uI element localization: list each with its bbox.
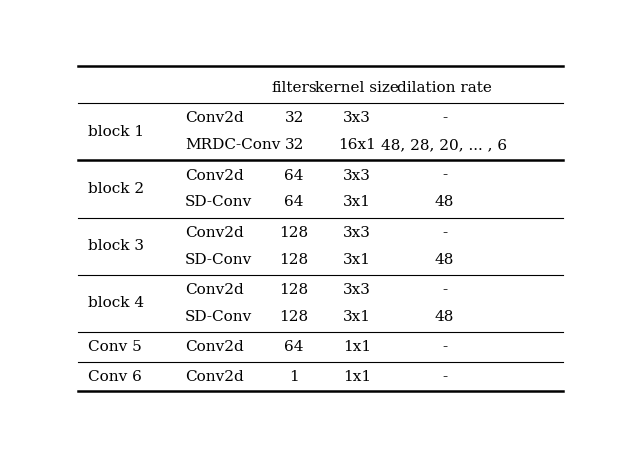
Text: -: - — [442, 169, 447, 183]
Text: block 3: block 3 — [88, 239, 144, 253]
Text: SD-Conv: SD-Conv — [185, 252, 252, 267]
Text: 3x3: 3x3 — [343, 226, 371, 240]
Text: 3x1: 3x1 — [343, 310, 371, 324]
Text: 48: 48 — [435, 252, 454, 267]
Text: -: - — [442, 340, 447, 354]
Text: 64: 64 — [284, 196, 304, 209]
Text: Conv 5: Conv 5 — [88, 340, 141, 354]
Text: -: - — [442, 111, 447, 125]
Text: 32: 32 — [284, 111, 304, 125]
Text: 1x1: 1x1 — [343, 370, 371, 384]
Text: -: - — [442, 226, 447, 240]
Text: 1: 1 — [289, 370, 299, 384]
Text: -: - — [442, 370, 447, 384]
Text: 3x1: 3x1 — [343, 252, 371, 267]
Text: 48: 48 — [435, 310, 454, 324]
Text: 3x3: 3x3 — [343, 111, 371, 125]
Text: 32: 32 — [284, 138, 304, 152]
Text: block 4: block 4 — [88, 296, 144, 310]
Text: dilation rate: dilation rate — [397, 82, 492, 95]
Text: 64: 64 — [284, 340, 304, 354]
Text: 48: 48 — [435, 196, 454, 209]
Text: Conv2d: Conv2d — [185, 340, 244, 354]
Text: 128: 128 — [280, 283, 309, 297]
Text: 3x3: 3x3 — [343, 283, 371, 297]
Text: 128: 128 — [280, 226, 309, 240]
Text: SD-Conv: SD-Conv — [185, 196, 252, 209]
Text: Conv2d: Conv2d — [185, 226, 244, 240]
Text: SD-Conv: SD-Conv — [185, 310, 252, 324]
Text: Conv2d: Conv2d — [185, 111, 244, 125]
Text: Conv2d: Conv2d — [185, 169, 244, 183]
Text: 16x1: 16x1 — [338, 138, 376, 152]
Text: Conv2d: Conv2d — [185, 283, 244, 297]
Text: -: - — [442, 283, 447, 297]
Text: MRDC-Conv: MRDC-Conv — [185, 138, 280, 152]
Text: block 2: block 2 — [88, 182, 144, 196]
Text: 48, 28, 20, ... , 6: 48, 28, 20, ... , 6 — [381, 138, 508, 152]
Text: 3x1: 3x1 — [343, 196, 371, 209]
Text: kernel size: kernel size — [316, 82, 399, 95]
Text: 1x1: 1x1 — [343, 340, 371, 354]
Text: 64: 64 — [284, 169, 304, 183]
Text: 3x3: 3x3 — [343, 169, 371, 183]
Text: block 1: block 1 — [88, 125, 144, 139]
Text: Conv 6: Conv 6 — [88, 370, 142, 384]
Text: filters: filters — [271, 82, 317, 95]
Text: 128: 128 — [280, 252, 309, 267]
Text: 128: 128 — [280, 310, 309, 324]
Text: Conv2d: Conv2d — [185, 370, 244, 384]
